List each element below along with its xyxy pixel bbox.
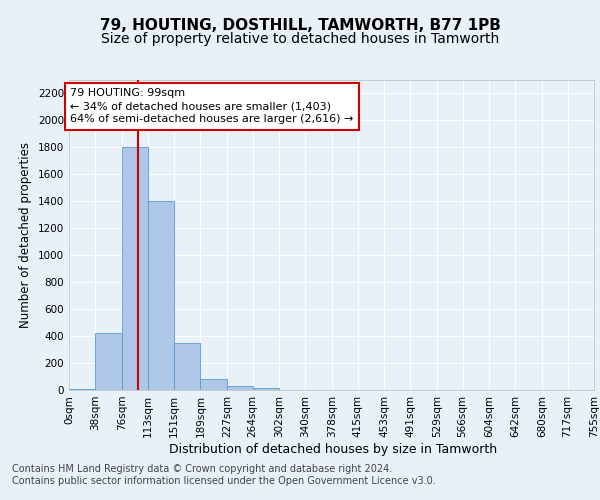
- Text: 79 HOUTING: 99sqm
← 34% of detached houses are smaller (1,403)
64% of semi-detac: 79 HOUTING: 99sqm ← 34% of detached hous…: [70, 88, 354, 124]
- Bar: [200, 379, 227, 390]
- Text: Distribution of detached houses by size in Tamworth: Distribution of detached houses by size …: [169, 442, 497, 456]
- Y-axis label: Number of detached properties: Number of detached properties: [19, 142, 32, 328]
- Text: Contains public sector information licensed under the Open Government Licence v3: Contains public sector information licen…: [12, 476, 436, 486]
- Bar: [95, 334, 122, 390]
- Text: Contains HM Land Registry data © Crown copyright and database right 2024.: Contains HM Land Registry data © Crown c…: [12, 464, 392, 474]
- Text: Size of property relative to detached houses in Tamworth: Size of property relative to detached ho…: [101, 32, 499, 46]
- Bar: [227, 386, 253, 390]
- Text: 79, HOUTING, DOSTHILL, TAMWORTH, B77 1PB: 79, HOUTING, DOSTHILL, TAMWORTH, B77 1PB: [100, 18, 500, 32]
- Bar: [122, 148, 148, 390]
- Bar: [69, 388, 95, 390]
- Bar: [174, 343, 200, 390]
- Bar: [148, 202, 174, 390]
- Bar: [253, 388, 279, 390]
